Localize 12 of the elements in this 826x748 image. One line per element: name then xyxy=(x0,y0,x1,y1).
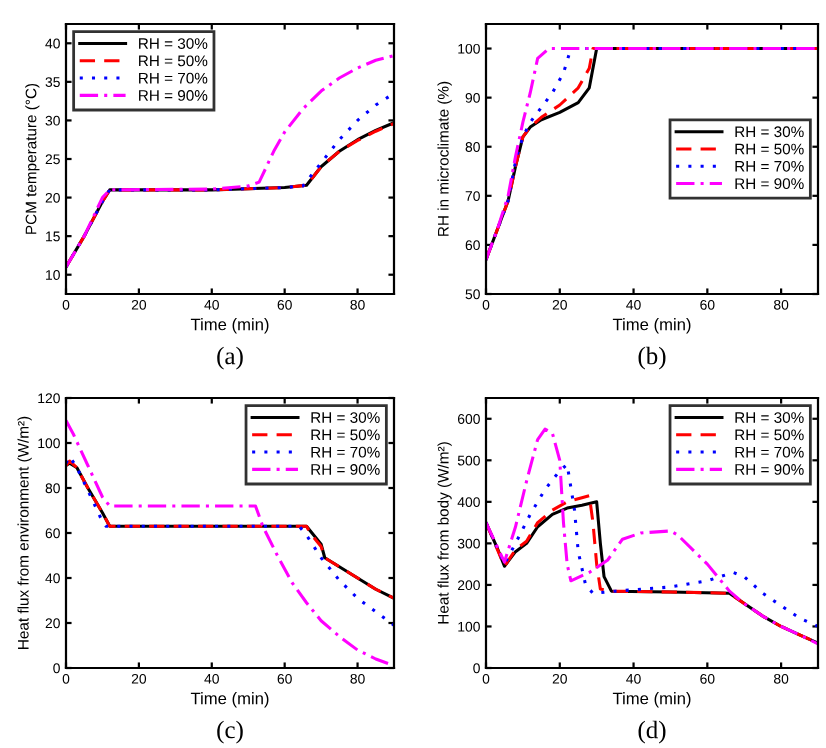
x-axis-title: Time (min) xyxy=(612,318,691,334)
x-axis-title: Time (min) xyxy=(190,692,269,708)
text: (d) xyxy=(638,720,666,744)
line-series xyxy=(66,454,394,627)
x-axis-title: Time (min) xyxy=(190,318,269,334)
x-axis-title: Time (min) xyxy=(612,692,691,708)
line-series xyxy=(66,54,394,269)
text: (a) xyxy=(217,346,243,370)
line-series xyxy=(486,462,818,628)
text: (c) xyxy=(217,720,243,744)
text: (b) xyxy=(638,346,666,370)
line-series xyxy=(486,427,818,646)
